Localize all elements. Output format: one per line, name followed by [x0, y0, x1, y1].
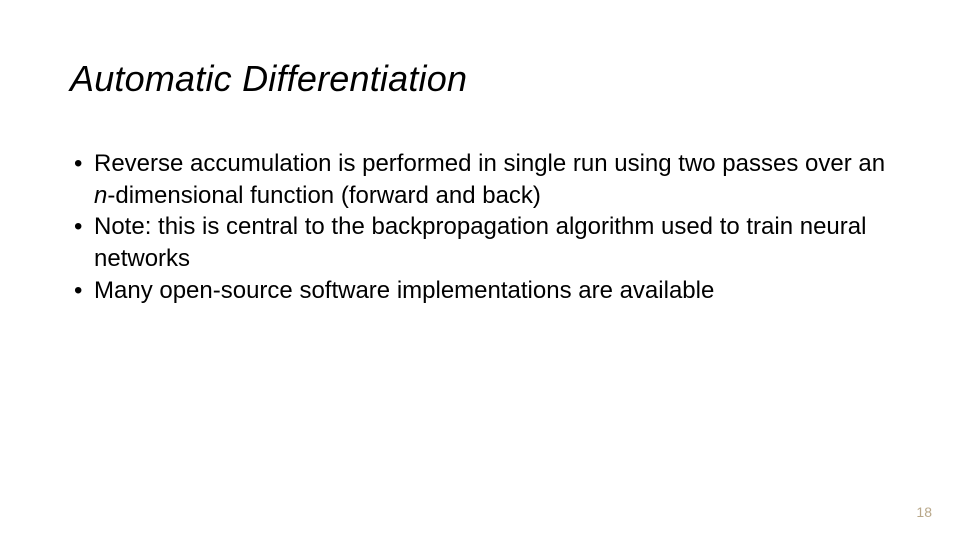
bullet-item: Many open-source software implementation…	[74, 275, 890, 307]
bullet-text-pre: Reverse accumulation is performed in sin…	[94, 150, 885, 177]
bullet-text-post: -dimensional function (forward and back)	[107, 182, 541, 209]
bullet-text-ital: n	[94, 182, 107, 209]
page-number: 18	[916, 504, 932, 520]
bullet-text: Note: this is central to the backpropaga…	[94, 213, 866, 272]
bullet-item: Note: this is central to the backpropaga…	[74, 211, 890, 274]
slide-container: Automatic Differentiation Reverse accumu…	[0, 0, 960, 540]
slide-title: Automatic Differentiation	[70, 58, 890, 100]
bullet-text: Many open-source software implementation…	[94, 277, 714, 304]
bullet-list: Reverse accumulation is performed in sin…	[70, 148, 890, 306]
bullet-item: Reverse accumulation is performed in sin…	[74, 148, 890, 211]
